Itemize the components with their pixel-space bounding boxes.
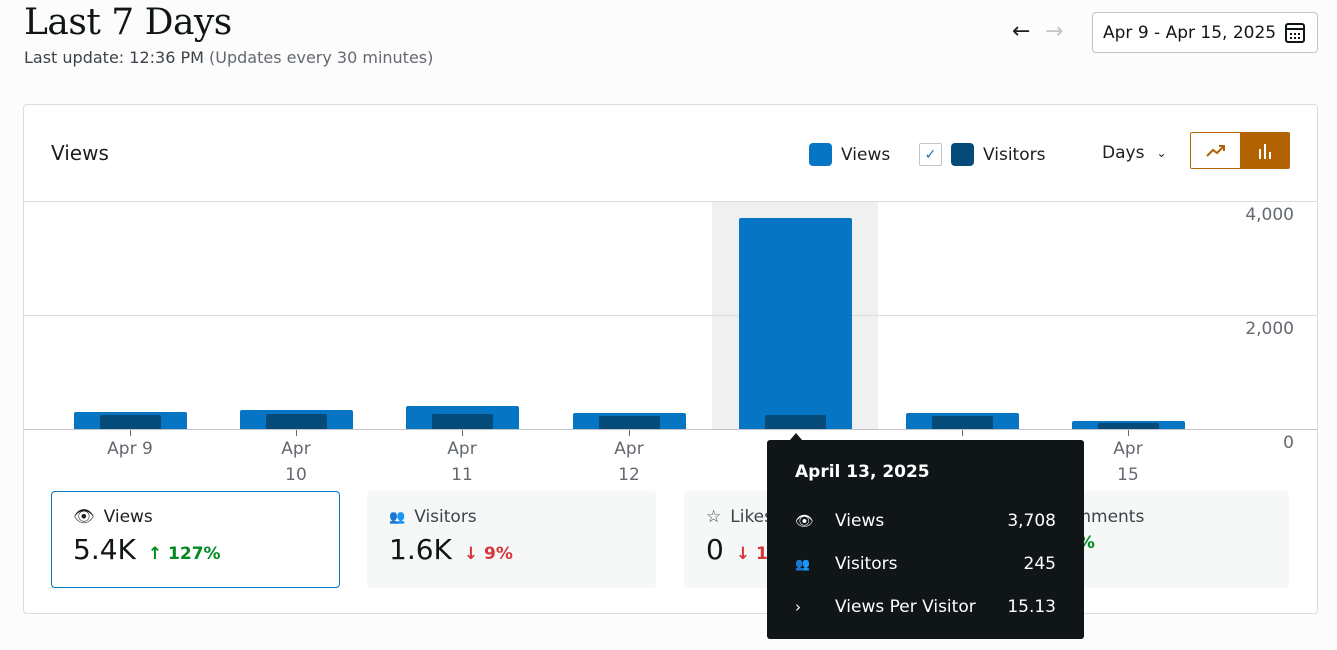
bar-chart-button[interactable] xyxy=(1240,133,1289,168)
x-tick xyxy=(296,430,297,436)
bar-visitors-apr10[interactable] xyxy=(266,414,327,429)
y-tick-2000: 2,000 xyxy=(1245,319,1294,339)
legend-views: Views xyxy=(809,143,890,166)
stat-label: Visitors xyxy=(414,507,477,527)
next-period-arrow-icon[interactable]: → xyxy=(1045,19,1064,44)
stat-delta: ↓ 9% xyxy=(463,544,513,564)
y-tick-4000: 4,000 xyxy=(1245,205,1294,225)
x-tick xyxy=(962,430,963,436)
star-icon: ☆ xyxy=(706,507,722,527)
stat-delta: ↑ 127% xyxy=(147,544,221,564)
stat-label: Views xyxy=(103,507,153,527)
last-update-time: Last update: 12:36 PM xyxy=(24,48,204,67)
bar-visitors-apr14[interactable] xyxy=(932,416,993,429)
eye-icon: 👁 xyxy=(73,507,95,527)
x-label-apr12: Apr 12 xyxy=(614,439,644,485)
x-label-apr10: Apr 10 xyxy=(281,439,311,485)
tooltip-label: Views Per Visitor xyxy=(835,596,976,617)
bar-visitors-apr11[interactable] xyxy=(432,414,493,429)
gridline xyxy=(24,201,1317,202)
chevron-down-icon: ⌄ xyxy=(1156,146,1167,160)
visitors-checkbox[interactable]: ✓ xyxy=(919,143,942,166)
bar-visitors-apr15[interactable] xyxy=(1098,423,1159,429)
tooltip-row-views-per-visitor: › Views Per Visitor 15.13 xyxy=(795,585,1056,628)
x-tick xyxy=(1128,430,1129,436)
previous-period-arrow-icon[interactable]: ← xyxy=(1012,19,1031,44)
bar-visitors-apr9[interactable] xyxy=(100,415,161,429)
tooltip-label: Visitors xyxy=(835,553,898,574)
tooltip-value: 245 xyxy=(1023,553,1056,574)
date-range-button[interactable]: Apr 9 - Apr 15, 2025 xyxy=(1092,12,1318,53)
line-chart-button[interactable] xyxy=(1191,133,1240,168)
visitors-swatch xyxy=(951,143,974,166)
x-tick xyxy=(130,430,131,436)
legend-visitors[interactable]: ✓ Visitors xyxy=(919,143,1045,166)
gridline xyxy=(24,315,1317,316)
x-label-apr9: Apr 9 xyxy=(107,439,153,459)
last-update: Last update: 12:36 PM (Updates every 30 … xyxy=(24,48,433,67)
stat-value: 0 xyxy=(706,533,724,566)
x-tick xyxy=(629,430,630,436)
calendar-icon xyxy=(1285,23,1305,43)
y-tick-0: 0 xyxy=(1283,433,1294,453)
tooltip-label: Views xyxy=(835,510,885,531)
chart-type-toggle xyxy=(1190,132,1290,169)
people-icon: 👥 xyxy=(795,556,810,571)
chart-tooltip: April 13, 2025 👁 Views 3,708 👥 Visitors … xyxy=(767,433,1084,639)
tooltip-row-visitors: 👥 Visitors 245 xyxy=(795,542,1056,585)
tooltip-value: 15.13 xyxy=(1007,596,1056,617)
tooltip-row-views: 👁 Views 3,708 xyxy=(795,499,1056,542)
date-range-label: Apr 9 - Apr 15, 2025 xyxy=(1103,22,1277,43)
x-axis-line xyxy=(24,429,1317,430)
views-swatch xyxy=(809,143,832,166)
tooltip-date: April 13, 2025 xyxy=(795,462,930,482)
stat-card-visitors[interactable]: 👥 Visitors 1.6K ↓ 9% xyxy=(367,491,656,588)
x-label-apr11: Apr 11 xyxy=(447,439,477,485)
chart-card: Views Views ✓ Visitors Days ⌄ 4,000 2,00… xyxy=(23,104,1318,614)
stat-value: 5.4K xyxy=(73,533,136,566)
stat-value: 1.6K xyxy=(389,533,452,566)
bar-views-apr13[interactable] xyxy=(739,218,852,429)
legend-views-label: Views xyxy=(841,144,891,165)
tooltip-value: 3,708 xyxy=(1007,510,1056,531)
chevron-right-icon: › xyxy=(795,597,801,616)
page-title: Last 7 Days xyxy=(24,2,232,43)
update-frequency: (Updates every 30 minutes) xyxy=(209,48,434,67)
bar-visitors-apr12[interactable] xyxy=(599,416,660,429)
stat-label: Likes xyxy=(730,507,773,527)
bar-visitors-apr13[interactable] xyxy=(765,415,826,429)
period-select-value: Days xyxy=(1102,143,1145,163)
eye-icon: 👁 xyxy=(795,511,815,530)
x-label-apr15: Apr 15 xyxy=(1113,439,1143,485)
stat-card-views[interactable]: 👁 Views 5.4K ↑ 127% xyxy=(51,491,340,588)
legend-visitors-label: Visitors xyxy=(983,144,1046,165)
x-tick xyxy=(462,430,463,436)
line-chart-icon xyxy=(1205,144,1225,157)
bar-chart-icon xyxy=(1258,143,1271,159)
period-select[interactable]: Days ⌄ xyxy=(1102,143,1167,163)
bar-chart: 4,000 2,000 0 Apr 9 Apr 10 Apr 11 Apr 12 Ap… xyxy=(24,201,1317,501)
people-icon: 👥 xyxy=(389,509,406,525)
chart-title: Views xyxy=(51,141,109,165)
